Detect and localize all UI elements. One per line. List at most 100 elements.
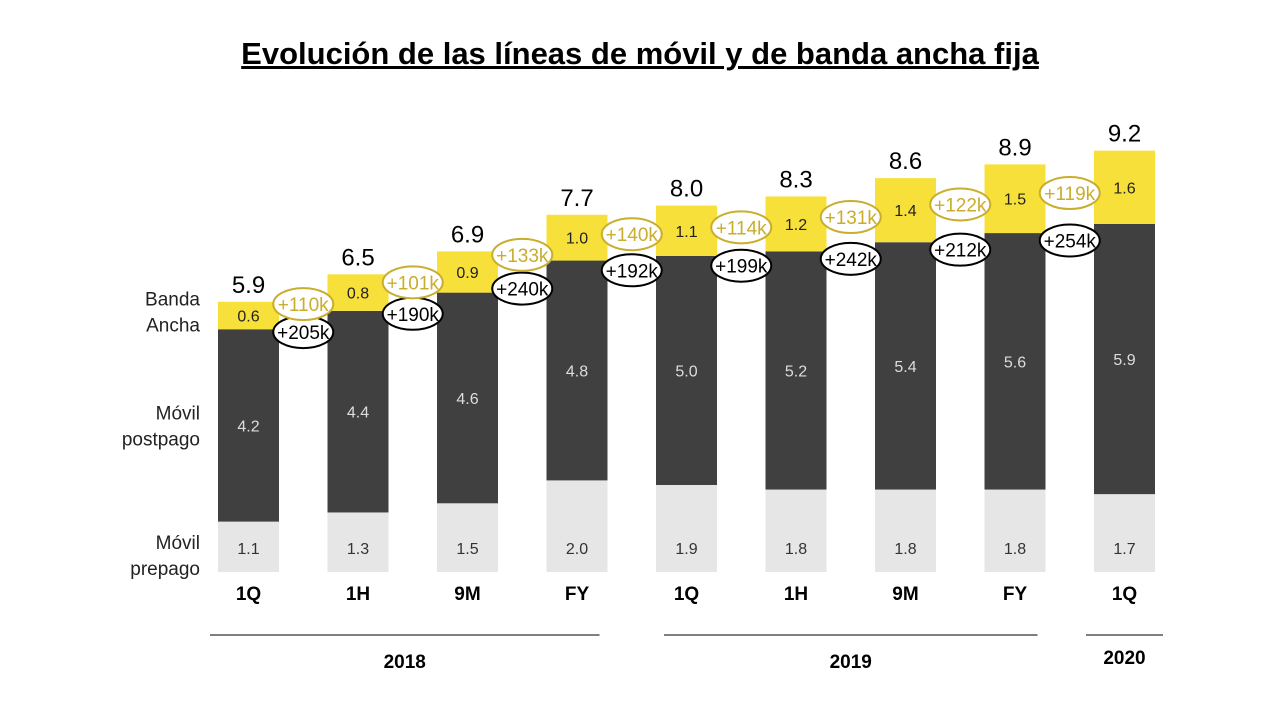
- data-label-postpago-6: 5.4: [894, 359, 916, 376]
- bar-postpago-1: [327, 310, 389, 513]
- bar-prepago-7: [984, 489, 1046, 572]
- bar-prepago-1: [327, 512, 389, 572]
- bar-banda-ancha-8: [1094, 150, 1155, 224]
- data-label-postpago-4: 5.0: [675, 363, 697, 380]
- data-label-prepago-6: 1.8: [894, 541, 916, 558]
- growth-label-postpago-0: +205k: [277, 323, 330, 344]
- legend-label-1-1: postpago: [122, 429, 200, 450]
- data-label-postpago-0: 4.2: [237, 418, 259, 435]
- bar-prepago-8: [1094, 494, 1155, 572]
- growth-ellipse-banda-ancha-7: [1038, 176, 1101, 211]
- bar-prepago-5: [765, 489, 827, 572]
- bar-prepago-3: [546, 480, 608, 572]
- bar-postpago-4: [656, 255, 717, 485]
- growth-label-banda-ancha-0: +110k: [278, 295, 329, 316]
- growth-ellipse-postpago-3: [600, 253, 663, 288]
- growth-ellipse-banda-ancha-0: [272, 287, 335, 322]
- data-label-banda-ancha-3: 1.0: [566, 231, 588, 248]
- data-label-prepago-4: 1.9: [675, 541, 697, 558]
- bar-prepago-0: [218, 521, 279, 572]
- growth-label-banda-ancha-6: +122k: [934, 195, 987, 216]
- growth-label-banda-ancha-1: +101k: [387, 273, 440, 294]
- category-label-1: 1H: [346, 584, 370, 605]
- data-label-banda-ancha-6: 1.4: [894, 203, 916, 220]
- data-label-banda-ancha-5: 1.2: [785, 217, 807, 234]
- category-label-7: FY: [1003, 584, 1028, 605]
- growth-ellipse-postpago-7: [1038, 223, 1101, 258]
- growth-label-postpago-5: +242k: [825, 250, 878, 271]
- bar-postpago-0: [218, 329, 279, 522]
- total-label-2: 6.9: [451, 221, 484, 248]
- growth-ellipse-banda-ancha-1: [381, 265, 444, 300]
- bar-postpago-3: [546, 260, 608, 481]
- category-label-8: 1Q: [1112, 584, 1137, 605]
- growth-ellipse-banda-ancha-5: [819, 200, 882, 235]
- legend-label-0-1: Ancha: [146, 316, 200, 337]
- year-group-label-0: 2018: [384, 652, 426, 673]
- bar-banda-ancha-4: [656, 205, 717, 256]
- data-label-prepago-5: 1.8: [785, 541, 807, 558]
- total-label-4: 8.0: [670, 176, 703, 203]
- bar-banda-ancha-2: [437, 251, 498, 293]
- legend-label-0-0: Banda: [145, 290, 200, 311]
- bar-postpago-7: [984, 233, 1046, 490]
- growth-ellipse-postpago-5: [819, 241, 882, 276]
- data-label-postpago-8: 5.9: [1113, 352, 1135, 369]
- growth-label-banda-ancha-5: +131k: [825, 208, 878, 229]
- data-label-postpago-7: 5.6: [1004, 354, 1026, 371]
- bar-banda-ancha-6: [875, 178, 936, 243]
- growth-label-banda-ancha-3: +140k: [606, 225, 659, 246]
- data-label-prepago-7: 1.8: [1004, 541, 1026, 558]
- legend-label-2-1: prepago: [130, 559, 200, 580]
- bar-postpago-8: [1094, 223, 1155, 495]
- year-group-label-1: 2019: [830, 652, 872, 673]
- growth-label-postpago-7: +254k: [1044, 232, 1097, 253]
- growth-ellipse-banda-ancha-3: [600, 217, 663, 252]
- growth-ellipse-postpago-2: [491, 271, 554, 306]
- chart-title: Evolución de las líneas de móvil y de ba…: [241, 36, 1039, 71]
- bar-banda-ancha-7: [984, 164, 1046, 234]
- bar-banda-ancha-3: [546, 214, 608, 261]
- category-label-5: 1H: [784, 584, 808, 605]
- data-label-prepago-0: 1.1: [237, 541, 259, 558]
- total-label-1: 6.5: [341, 244, 374, 271]
- data-label-banda-ancha-2: 0.9: [456, 265, 478, 282]
- growth-label-banda-ancha-4: +114k: [716, 218, 767, 239]
- total-label-3: 7.7: [560, 185, 593, 212]
- bar-banda-ancha-0: [218, 301, 279, 330]
- growth-ellipse-postpago-4: [710, 248, 773, 283]
- data-label-postpago-5: 5.2: [785, 363, 807, 380]
- data-label-banda-ancha-1: 0.8: [347, 286, 369, 303]
- data-label-banda-ancha-0: 0.6: [237, 309, 259, 326]
- data-label-prepago-1: 1.3: [347, 541, 369, 558]
- data-label-banda-ancha-7: 1.5: [1004, 192, 1026, 209]
- legend-label-1-0: Móvil: [156, 403, 200, 424]
- bar-banda-ancha-5: [765, 196, 827, 252]
- total-label-6: 8.6: [889, 148, 922, 175]
- category-label-3: FY: [565, 584, 590, 605]
- bar-postpago-6: [875, 242, 936, 490]
- category-label-6: 9M: [892, 584, 918, 605]
- data-label-banda-ancha-8: 1.6: [1113, 180, 1135, 197]
- growth-label-banda-ancha-7: +119k: [1044, 184, 1095, 205]
- growth-label-postpago-3: +192k: [606, 261, 659, 282]
- growth-label-postpago-6: +212k: [934, 241, 987, 262]
- bar-postpago-2: [437, 292, 498, 504]
- bar-prepago-4: [656, 484, 717, 572]
- growth-label-postpago-1: +190k: [387, 305, 440, 326]
- growth-ellipse-banda-ancha-6: [929, 187, 992, 222]
- bar-prepago-2: [437, 503, 498, 572]
- growth-ellipse-banda-ancha-4: [710, 210, 773, 245]
- data-label-postpago-1: 4.4: [347, 405, 369, 422]
- growth-label-postpago-2: +240k: [496, 280, 549, 301]
- data-label-postpago-3: 4.8: [566, 363, 588, 380]
- category-label-0: 1Q: [236, 584, 261, 605]
- growth-label-banda-ancha-2: +133k: [496, 246, 549, 267]
- total-label-5: 8.3: [779, 166, 812, 193]
- data-label-prepago-2: 1.5: [456, 541, 478, 558]
- total-label-8: 9.2: [1108, 121, 1141, 148]
- category-label-4: 1Q: [674, 584, 699, 605]
- growth-ellipse-postpago-6: [929, 232, 992, 267]
- category-label-2: 9M: [454, 584, 480, 605]
